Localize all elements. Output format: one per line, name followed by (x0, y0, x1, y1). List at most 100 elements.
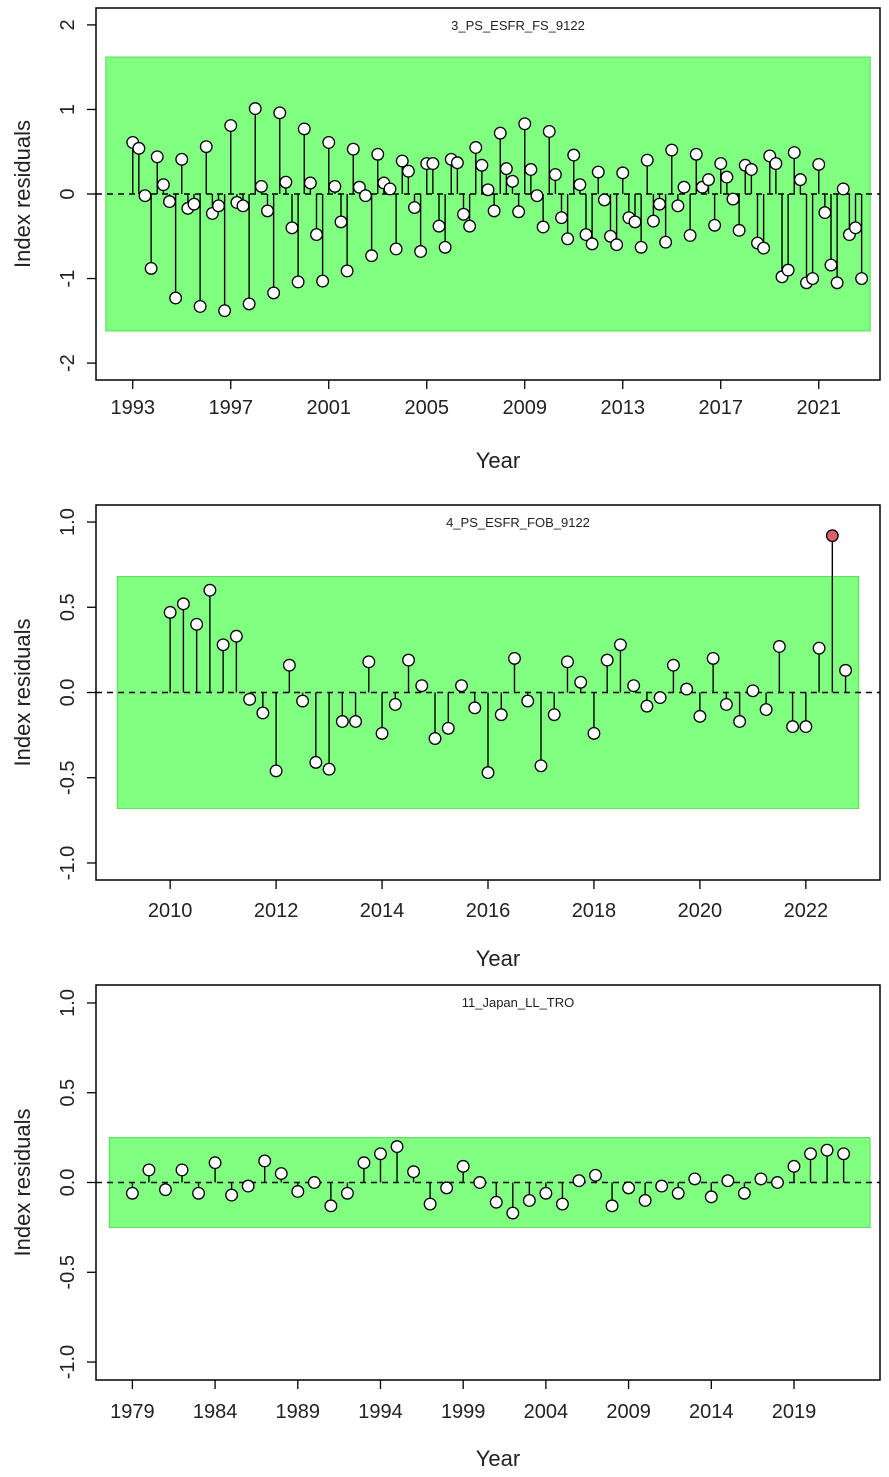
residual-point (518, 117, 532, 131)
x-tick-label: 2001 (307, 397, 352, 419)
residual-point (793, 173, 807, 187)
panel-title: 4_PS_ESFR_FOB_9122 (446, 515, 590, 530)
x-tick-label: 2012 (254, 900, 299, 922)
residual-point (653, 197, 666, 211)
panel-2: 4_PS_ESFR_FOB_9122 2010 2012 2014 2016 2018 20… (10, 504, 881, 971)
residual-point (224, 119, 238, 132)
residual-point (365, 249, 379, 263)
y-tick-label: -2 (57, 354, 79, 372)
residual-point (335, 715, 349, 728)
y-tick-label: 0.5 (57, 1079, 79, 1107)
residual-point (175, 152, 189, 166)
residual-point (390, 1140, 404, 1154)
residual-point (812, 641, 826, 655)
residual-point (585, 237, 599, 251)
residual-point (423, 1197, 437, 1211)
residual-point (732, 223, 746, 237)
residual-point (627, 679, 641, 693)
x-tick-label: 2022 (784, 900, 829, 922)
residual-point (836, 182, 850, 196)
residual-point (666, 658, 680, 672)
residual-point (839, 663, 853, 677)
residual-point (163, 605, 177, 619)
x-axis-label: Year (476, 1446, 520, 1471)
x-tick-label: 2013 (601, 397, 646, 419)
residual-point (572, 1174, 586, 1188)
x-tick-label: 1997 (209, 397, 254, 419)
confidence-band (108, 1137, 871, 1228)
residual-point (357, 1156, 371, 1170)
residual-point (610, 238, 624, 252)
x-axis-label: Year (476, 448, 520, 473)
residual-point (721, 1174, 735, 1188)
residual-point (746, 684, 760, 698)
residual-point (456, 1159, 470, 1173)
residual-point (282, 658, 296, 672)
residual-point (530, 189, 544, 203)
residual-point (199, 140, 213, 154)
residual-point (671, 1186, 685, 1200)
residual-point (388, 697, 402, 711)
x-tick-label: 2021 (797, 397, 842, 419)
residual-point (297, 122, 311, 136)
residual-point (726, 192, 740, 206)
residual-point (499, 162, 513, 176)
residual-point (591, 165, 605, 179)
residual-point (310, 228, 323, 242)
residual-point (150, 150, 164, 164)
residual-point (248, 102, 262, 116)
residual-point (322, 762, 336, 776)
y-tick-label: 2 (57, 19, 79, 30)
residual-point (772, 640, 786, 653)
residual-point (307, 1176, 321, 1189)
x-tick-label: 2004 (524, 1401, 569, 1423)
residual-point (706, 651, 720, 665)
residual-point (159, 1183, 172, 1197)
residual-point (229, 629, 243, 643)
residual-point (688, 1172, 702, 1186)
panel-title: 11_Japan_LL_TRO (462, 995, 575, 1010)
residual-point (375, 726, 389, 740)
x-tick-label: 2009 (606, 1401, 651, 1423)
residual-point (473, 1176, 487, 1189)
panel-title: 3_PS_ESFR_FS_9122 (451, 18, 585, 33)
residual-point (719, 697, 733, 711)
residual-point (481, 766, 495, 780)
residual-point (285, 221, 299, 235)
residual-point (638, 1194, 652, 1207)
residual-point (689, 147, 703, 161)
residual-point (212, 199, 225, 213)
residual-point (600, 653, 614, 667)
residual-point (744, 163, 758, 176)
residual-point (555, 1197, 569, 1211)
residual-point (622, 1181, 636, 1195)
residual-point (415, 679, 429, 693)
residual-point (258, 1154, 272, 1168)
y-tick-label: -0.5 (57, 1255, 79, 1289)
y-axis-label: Index residuals (10, 120, 35, 268)
residual-point (475, 158, 489, 172)
residual-point (759, 703, 773, 716)
y-tick-label: 0.0 (57, 679, 79, 707)
residual-point (555, 211, 568, 225)
residual-point (771, 1176, 784, 1189)
residual-point (628, 215, 642, 229)
residual-point (493, 126, 507, 140)
residual-point (720, 170, 734, 184)
residual-point (521, 694, 535, 708)
residual-point (659, 235, 673, 249)
residual-point (208, 1156, 222, 1170)
residual-point (671, 199, 685, 213)
residual-point (469, 141, 483, 154)
residual-point (708, 218, 722, 232)
residual-point (799, 720, 813, 734)
residual-point (187, 197, 201, 211)
x-tick-label: 1993 (111, 397, 156, 419)
residual-point (665, 143, 679, 157)
residual-point (824, 258, 838, 272)
residual-point (241, 1179, 255, 1193)
residual-point (534, 759, 548, 773)
residual-point (432, 219, 446, 233)
residual-point (634, 240, 648, 254)
x-tick-label: 1989 (276, 1401, 321, 1423)
